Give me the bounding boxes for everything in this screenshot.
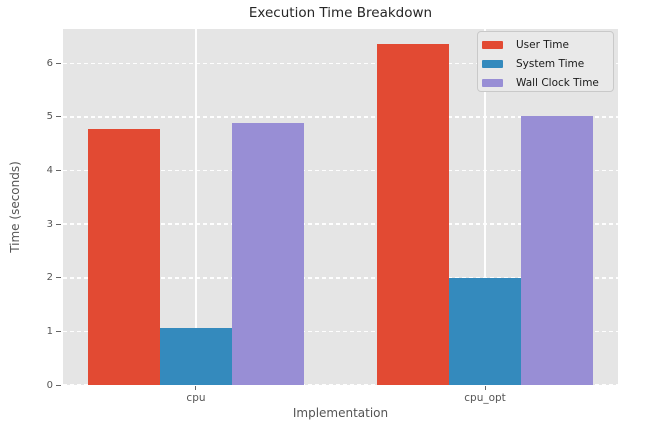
y-tick-label: 1: [46, 325, 53, 337]
y-tick-mark: [56, 223, 61, 225]
y-axis-label: Time (seconds): [8, 161, 22, 253]
y-tick-label: 3: [46, 218, 53, 230]
y-tick-label: 5: [46, 111, 53, 123]
y-tick-mark: [56, 170, 61, 172]
x-tick-label: cpu_opt: [464, 392, 506, 404]
y-tick-label: 6: [46, 57, 53, 69]
legend-label: Wall Clock Time: [516, 76, 599, 89]
y-tick-mark: [56, 62, 61, 64]
x-tick-mark: [484, 386, 486, 390]
legend-item-system-time: System Time: [482, 54, 609, 73]
bar-wall-clock-time-cpu_opt: [521, 116, 594, 385]
chart-title: Execution Time Breakdown: [248, 5, 433, 21]
y-gridline: [63, 330, 618, 333]
bar-system-time-cpu: [159, 327, 233, 385]
y-gridline: [63, 116, 618, 118]
y-tick-mark: [56, 277, 61, 279]
y-gridline: [63, 169, 618, 172]
y-gridline: [63, 277, 618, 279]
x-tick-label: cpu: [186, 392, 206, 404]
legend-swatch: [482, 40, 503, 49]
bar-user-time-cpu_opt: [376, 44, 449, 385]
legend-swatch: [482, 59, 503, 68]
y-tick-label: 2: [46, 272, 53, 284]
legend: User Time System Time Wall Clock Time: [477, 31, 614, 92]
y-tick-mark: [56, 116, 61, 118]
legend-item-wall-clock-time: Wall Clock Time: [482, 73, 609, 92]
legend-item-user-time: User Time: [482, 35, 609, 54]
legend-label: User Time: [516, 38, 569, 51]
y-tick-mark: [56, 330, 61, 332]
bar-user-time-cpu: [87, 128, 160, 385]
x-tick-mark: [195, 386, 197, 390]
x-gridline: [484, 29, 486, 385]
y-tick-mark: [56, 384, 61, 386]
legend-label: System Time: [516, 57, 585, 70]
x-axis-label: Implementation: [292, 406, 389, 420]
bar-wall-clock-time-cpu: [232, 122, 305, 385]
legend-swatch: [482, 78, 503, 87]
y-gridline: [63, 384, 618, 386]
x-gridline: [195, 29, 197, 385]
bar-system-time-cpu_opt: [448, 278, 522, 385]
y-tick-label: 4: [46, 165, 53, 177]
y-gridline: [63, 223, 618, 225]
y-gridline: [63, 62, 618, 65]
y-tick-label: 0: [46, 379, 53, 391]
